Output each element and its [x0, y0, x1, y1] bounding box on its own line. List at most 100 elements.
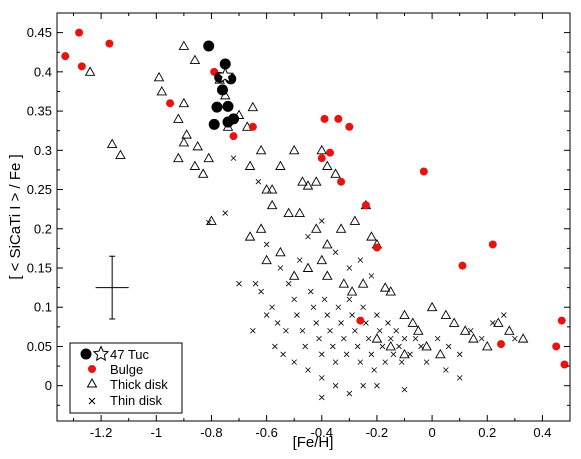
legend: 47 Tuc Bulge Thick disk Thin disk: [69, 342, 183, 414]
cross-stroke: [443, 367, 449, 373]
data-point-thin-disk: [291, 296, 297, 303]
data-point-thick-disk: [310, 176, 322, 186]
data-point-thin-disk: [324, 312, 331, 318]
cross-stroke: [456, 351, 463, 358]
data-point-thin-disk: [230, 155, 237, 161]
cross-stroke: [357, 359, 364, 365]
data-point-thick-disk: [106, 138, 118, 148]
data-point-thick-disk: [379, 282, 391, 292]
cross-stroke: [291, 359, 297, 365]
data-point-thin-disk: [412, 335, 419, 342]
data-point-bulge: [372, 243, 381, 252]
data-point-47-tuc: [222, 116, 234, 128]
data-point-thin-disk: [316, 335, 322, 342]
legend-label-47tuc: 47 Tuc: [110, 347, 150, 362]
data-point-thin-disk: [387, 335, 394, 342]
cross-stroke: [387, 335, 394, 342]
data-point-thick-disk: [517, 333, 529, 343]
data-point-bulge: [334, 114, 343, 123]
data-point-47-tuc: [216, 84, 228, 96]
data-point-thin-disk: [512, 335, 518, 342]
data-point-thin-disk: [272, 343, 278, 350]
cross-stroke: [296, 257, 303, 263]
data-point-47-tuc: [203, 40, 215, 52]
data-point-47-tuc: [222, 100, 234, 112]
data-point-bulge: [61, 52, 70, 61]
data-point-thick-disk: [448, 317, 460, 327]
cross-stroke: [294, 312, 300, 318]
data-point-thick-disk: [115, 149, 126, 159]
data-point-thin-disk: [318, 394, 325, 401]
y-tick-label: 0.15: [27, 261, 52, 276]
data-point-bulge: [248, 122, 257, 131]
data-point-thin-disk: [401, 335, 408, 342]
data-point-thin-disk: [327, 327, 333, 334]
data-point-thin-disk: [390, 351, 397, 358]
ticks-layer: -1.2 -1 -0.8 -0.6 -0.4 -0.2 0 0.2 0.4 0 0.05 0.1 0.1…: [27, 13, 571, 440]
data-point-thin-disk: [335, 304, 342, 311]
cross-stroke: [341, 335, 347, 342]
data-point-thin-disk: [501, 312, 507, 318]
data-point-thick-disk: [335, 223, 347, 233]
cross-stroke: [332, 249, 339, 256]
data-point-thin-disk: [291, 359, 297, 365]
data-point-thin-disk: [434, 335, 441, 342]
legend-label-thin-disk: Thin disk: [110, 393, 163, 408]
data-point-thick-disk: [399, 309, 410, 320]
data-point-thick-disk: [288, 270, 300, 280]
data-point-thin-disk: [332, 249, 339, 256]
data-point-thick-disk: [173, 113, 184, 123]
data-point-bulge: [77, 62, 86, 71]
data-point-thin-disk: [330, 343, 336, 350]
cross-stroke: [368, 273, 375, 279]
cross-stroke: [324, 312, 331, 318]
cross-stroke: [230, 155, 237, 161]
cross-stroke: [354, 343, 361, 350]
data-point-thick-disk: [493, 317, 504, 327]
data-point-thin-disk: [318, 351, 325, 358]
cross-stroke: [401, 386, 408, 393]
data-point-thin-disk: [445, 343, 452, 350]
data-point-thin-disk: [385, 320, 391, 326]
cross-stroke: [318, 351, 325, 358]
legend-label-bulge: Bulge: [110, 362, 143, 377]
data-point-thick-disk: [302, 262, 314, 272]
data-point-thick-disk: [440, 309, 452, 320]
cross-stroke: [258, 288, 264, 295]
data-point-thick-disk: [322, 160, 333, 170]
cross-stroke: [401, 335, 408, 342]
data-point-thin-disk: [263, 312, 270, 318]
data-point-bulge: [419, 167, 428, 176]
data-point-thick-disk: [197, 168, 209, 178]
data-point-thick-disk: [322, 270, 333, 280]
data-point-thin-disk: [236, 280, 242, 287]
legend-thick-disk-marker: [86, 377, 98, 388]
data-point-thin-disk: [299, 327, 306, 334]
data-point-thin-disk: [302, 343, 309, 350]
cross-stroke: [263, 241, 270, 248]
y-tick-label: 0.2: [34, 221, 52, 236]
data-point-thin-disk: [313, 320, 320, 326]
data-point-bulge: [356, 316, 365, 325]
cross-stroke: [332, 359, 339, 365]
data-point-bulge: [560, 360, 569, 369]
data-point-thin-disk: [349, 312, 355, 318]
data-point-thin-disk: [456, 375, 463, 381]
y-tick-label: 0: [45, 378, 52, 393]
data-point-thin-disk: [398, 359, 405, 365]
cross-stroke: [385, 320, 391, 326]
cross-stroke: [349, 312, 355, 318]
cross-stroke: [327, 327, 333, 334]
data-point-thick-disk: [338, 278, 350, 288]
data-point-thin-disk: [285, 280, 292, 287]
cross-stroke: [382, 359, 388, 365]
data-point-thick-disk: [153, 71, 165, 82]
data-point-thick-disk: [413, 325, 424, 335]
data-point-thick-disk: [266, 199, 278, 210]
data-point-thin-disk: [332, 382, 339, 389]
data-point-thick-disk: [178, 137, 190, 147]
x-tick-label: -0.4: [311, 425, 333, 440]
cross-stroke: [272, 343, 278, 350]
data-point-thin-disk: [478, 335, 485, 342]
